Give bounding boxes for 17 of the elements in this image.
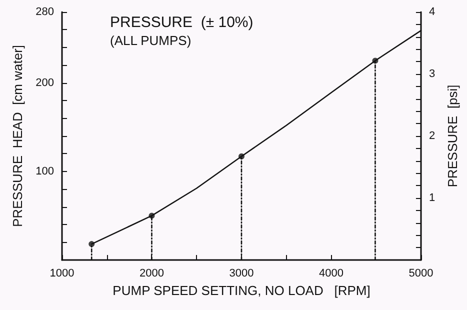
x-tick-label: 4000 <box>318 268 344 280</box>
text: (ALL PUMPS) <box>110 33 192 48</box>
chart-title: PRESSURE (± 10%) <box>110 14 254 31</box>
y-tick-label: 280 <box>36 6 54 18</box>
x-tick-label: 3000 <box>229 268 254 280</box>
y2-tick-label: 4 <box>428 6 436 18</box>
y-tick-label: 200 <box>36 76 54 89</box>
x-tick-label: 1000 <box>50 268 74 280</box>
y2-axis-title: PRESSURE [psi] <box>445 84 460 188</box>
x-axis-title: PUMP SPEED SETTING, NO LOAD [RPM] <box>112 282 370 298</box>
y2-tick-label: 1 <box>428 192 436 204</box>
y2-tick-label: 3 <box>428 68 436 80</box>
x-tick-label: 2000 <box>140 268 164 280</box>
y2-tick-label: 2 <box>428 130 436 142</box>
y-tick-label: 100 <box>36 165 54 178</box>
x-tick-label: 5000 <box>408 268 434 280</box>
y-axis-title: PRESSURE HEAD [cm water] <box>10 44 25 228</box>
